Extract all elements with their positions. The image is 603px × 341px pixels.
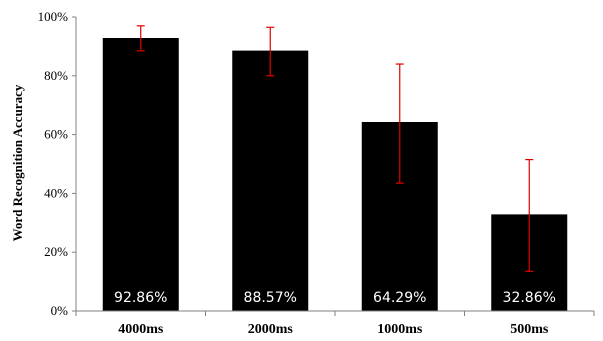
data-label: 64.29% <box>373 290 426 306</box>
error-bar <box>395 63 404 184</box>
y-tick-label: 20% <box>44 244 68 259</box>
y-axis-ticks: 0% 20% 40% 60% 80% 100% <box>38 9 76 318</box>
bars <box>102 37 568 312</box>
x-tick-label: 500ms <box>510 322 549 337</box>
error-bars <box>136 25 534 272</box>
x-tick-label: 2000ms <box>248 322 294 337</box>
bar <box>102 37 179 311</box>
data-label: 32.86% <box>503 290 556 306</box>
bar <box>232 50 309 312</box>
y-axis-title-group: Word Recognition Accuracy <box>10 84 25 241</box>
x-tick-label: 4000ms <box>118 322 164 337</box>
data-label: 92.86% <box>114 290 167 306</box>
y-tick-label: 60% <box>44 127 68 142</box>
data-label: 88.57% <box>244 290 297 306</box>
y-tick-label: 40% <box>44 185 68 200</box>
y-tick-label: 80% <box>44 68 68 83</box>
error-bar <box>266 26 275 77</box>
x-axis-ticks: 4000ms 2000ms 1000ms 500ms <box>75 311 595 337</box>
y-tick-label: 100% <box>38 9 69 24</box>
x-tick-label: 1000ms <box>377 322 423 337</box>
data-labels: 92.86% 88.57% 64.29% 32.86% <box>114 290 556 306</box>
y-tick-label: 0% <box>51 303 69 318</box>
error-bar <box>525 158 534 272</box>
error-bar <box>136 25 145 52</box>
y-axis-title: Word Recognition Accuracy <box>10 84 25 241</box>
